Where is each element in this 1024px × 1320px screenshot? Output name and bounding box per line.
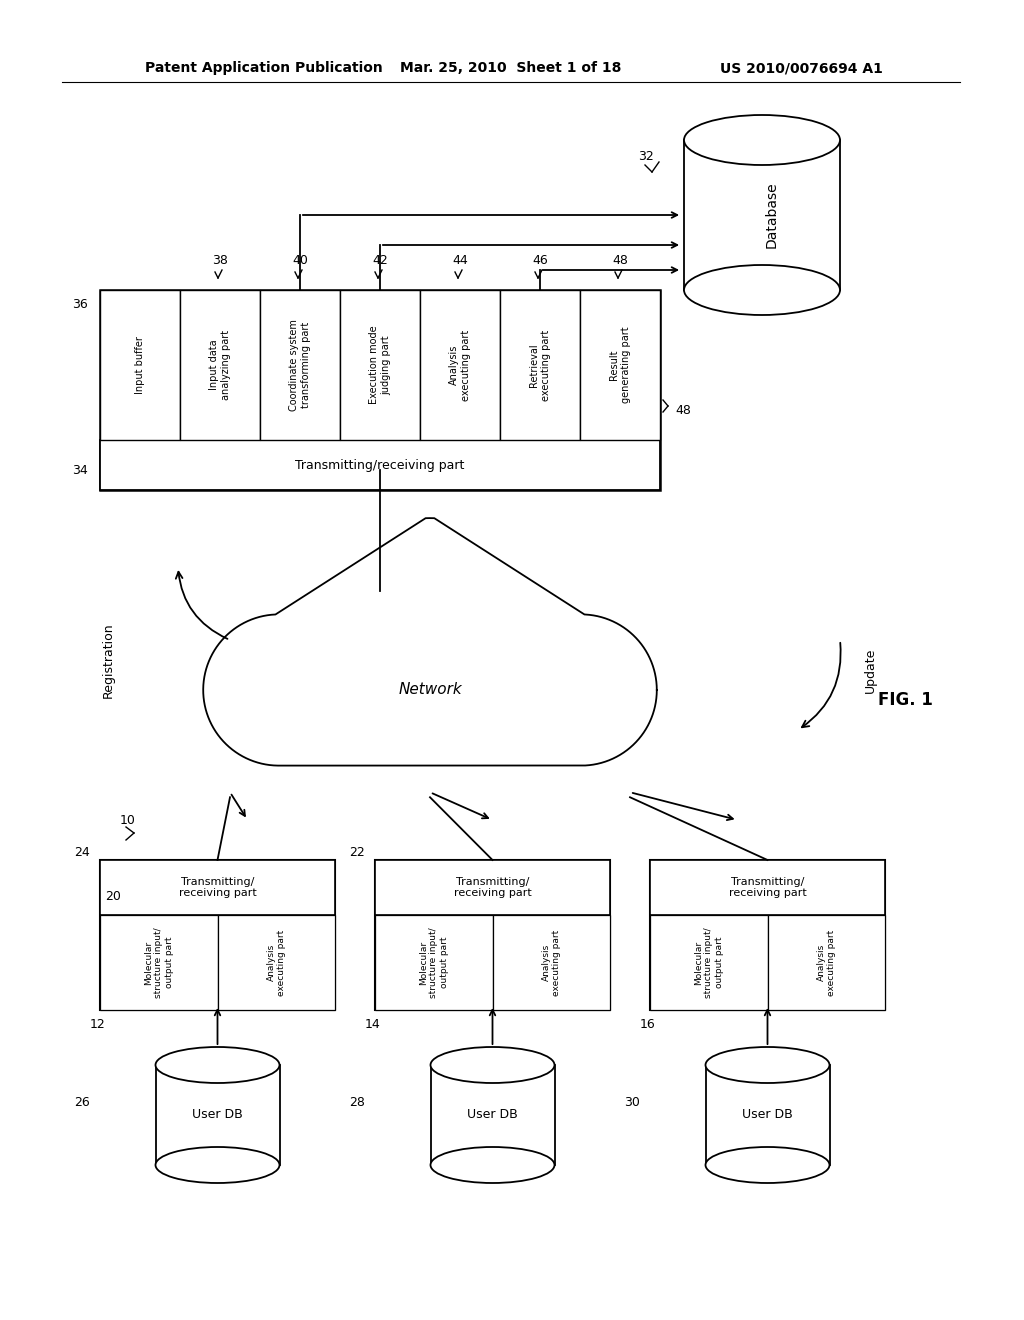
Text: 46: 46 [532,253,548,267]
Text: 16: 16 [640,1019,655,1031]
Ellipse shape [684,115,840,165]
Text: Result
generating part: Result generating part [609,326,631,404]
Text: Network: Network [398,682,462,697]
Bar [100,440,660,490]
Text: 36: 36 [73,298,88,312]
Text: 48: 48 [675,404,691,417]
Text: Input data
analyzing part: Input data analyzing part [209,330,230,400]
Bar [375,915,493,1010]
Text: Execution mode
judging part: Execution mode judging part [370,326,391,404]
Bar [706,1065,829,1166]
Bar [580,290,660,440]
Text: 44: 44 [453,253,468,267]
Text: US 2010/0076694 A1: US 2010/0076694 A1 [720,61,883,75]
Text: 30: 30 [624,1097,640,1110]
Ellipse shape [706,1047,829,1082]
Text: Input buffer: Input buffer [135,337,145,393]
Text: 10: 10 [120,813,136,826]
Bar [100,290,180,440]
Text: Database: Database [765,182,779,248]
Text: Analysis
executing part: Analysis executing part [542,929,561,995]
Text: Retrieval
executing part: Retrieval executing part [529,330,551,401]
Bar [650,861,885,1010]
Ellipse shape [430,1147,555,1183]
Ellipse shape [684,265,840,315]
Bar [650,861,885,915]
Text: Transmitting/
receiving part: Transmitting/ receiving part [729,876,806,899]
Text: Analysis
executing part: Analysis executing part [816,929,836,995]
Bar [375,861,610,915]
Bar [500,290,580,440]
Text: 26: 26 [75,1097,90,1110]
Text: 42: 42 [372,253,388,267]
Bar [100,861,335,915]
Bar [340,290,420,440]
Text: FIG. 1: FIG. 1 [878,690,933,709]
Text: 38: 38 [212,253,228,267]
Bar [100,290,660,490]
Text: Analysis
executing part: Analysis executing part [450,330,471,401]
Text: Patent Application Publication: Patent Application Publication [145,61,383,75]
Text: 40: 40 [292,253,308,267]
Text: User DB: User DB [467,1109,518,1122]
Bar [650,915,768,1010]
Bar [180,290,260,440]
Bar [260,290,340,440]
Ellipse shape [430,1047,555,1082]
Bar [768,915,885,1010]
Ellipse shape [156,1147,280,1183]
Bar [375,861,610,1010]
Text: Coordinate system
transforming part: Coordinate system transforming part [289,319,311,411]
Text: Molecular
structure input/
output part: Molecular structure input/ output part [694,927,724,998]
Bar [430,1065,555,1166]
Text: 12: 12 [90,1019,105,1031]
Bar [100,915,217,1010]
Text: Transmitting/receiving part: Transmitting/receiving part [295,458,465,471]
Text: Mar. 25, 2010  Sheet 1 of 18: Mar. 25, 2010 Sheet 1 of 18 [400,61,622,75]
Ellipse shape [156,1047,280,1082]
Text: 34: 34 [73,463,88,477]
Text: 48: 48 [612,253,628,267]
Ellipse shape [706,1147,829,1183]
Polygon shape [203,519,656,766]
Text: 14: 14 [365,1019,381,1031]
Bar [156,1065,280,1166]
Text: Transmitting/
receiving part: Transmitting/ receiving part [454,876,531,899]
Text: 24: 24 [75,846,90,858]
Bar [100,861,335,1010]
Text: Analysis
executing part: Analysis executing part [266,929,286,995]
Text: Molecular
structure input/
output part: Molecular structure input/ output part [143,927,174,998]
Text: Update: Update [863,647,877,693]
Text: Transmitting/
receiving part: Transmitting/ receiving part [178,876,256,899]
Text: User DB: User DB [742,1109,793,1122]
Text: User DB: User DB [193,1109,243,1122]
Text: 28: 28 [349,1097,365,1110]
Text: Registration: Registration [101,622,115,698]
Text: 22: 22 [349,846,365,858]
Bar [217,915,335,1010]
Bar [493,915,610,1010]
Bar [420,290,500,440]
Text: 32: 32 [638,150,653,164]
Text: 20: 20 [105,891,121,903]
Text: Molecular
structure input/
output part: Molecular structure input/ output part [419,927,449,998]
Bar [684,140,840,290]
